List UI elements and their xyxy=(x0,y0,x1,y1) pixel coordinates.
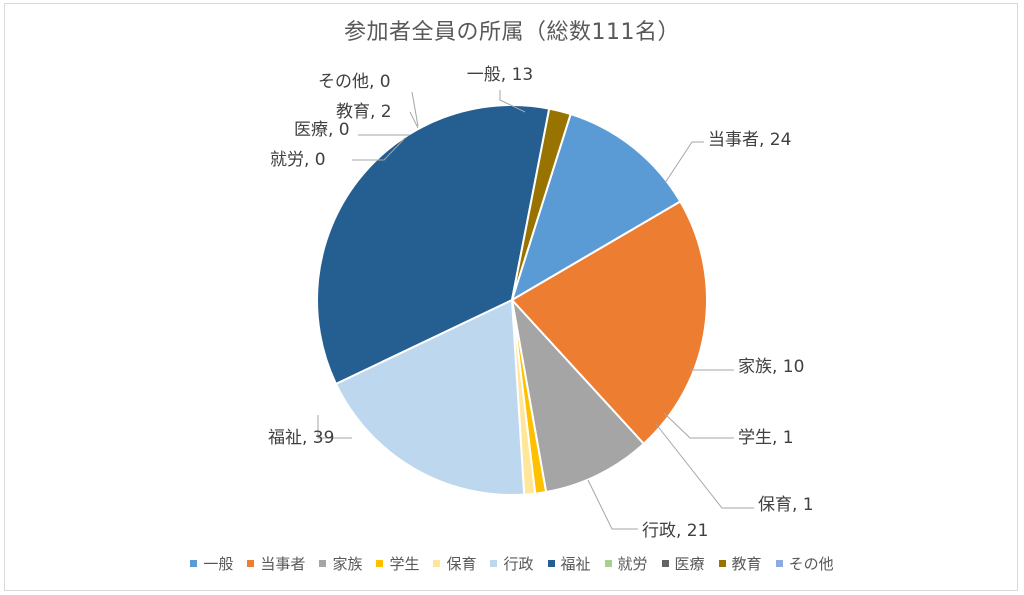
legend-item-保育: 保育 xyxy=(433,553,476,574)
legend-label: 医療 xyxy=(674,555,705,573)
data-label-家族: 家族, 10 xyxy=(738,357,804,377)
chart-legend: 一般 当事者 家族 学生 保育 行政 福祉 就労 医療 教育 その他 xyxy=(0,553,1024,574)
pie-slice-教育 xyxy=(511,107,572,301)
pie-slice-家族 xyxy=(510,296,646,494)
data-label-当事者: 当事者, 24 xyxy=(708,130,791,150)
legend-swatch xyxy=(718,560,726,567)
legend-item-一般: 一般 xyxy=(190,553,233,574)
legend-item-医療: 医療 xyxy=(661,553,705,574)
leader-line-就労 xyxy=(352,137,406,161)
legend-item-行政: 行政 xyxy=(490,553,534,574)
data-label-教育: 教育, 2 xyxy=(336,102,392,122)
leader-line-当事者 xyxy=(664,141,704,184)
legend-label: 就労 xyxy=(617,555,648,573)
legend-item-福祉: 福祉 xyxy=(547,553,591,574)
legend-swatch xyxy=(775,560,783,567)
legend-swatch xyxy=(604,560,612,567)
legend-label: 当事者 xyxy=(260,555,306,573)
leader-line-一般 xyxy=(499,90,526,113)
legend-label: 教育 xyxy=(731,555,762,573)
leader-line-福祉 xyxy=(317,415,352,439)
legend-label: 家族 xyxy=(332,555,363,573)
leader-line-教育 xyxy=(409,111,419,129)
data-label-その他: その他, 0 xyxy=(318,72,391,92)
legend-label: 一般 xyxy=(203,555,234,573)
data-label-学生: 学生, 1 xyxy=(738,428,794,448)
data-label-福祉: 福祉, 39 xyxy=(268,428,334,448)
legend-item-学生: 学生 xyxy=(376,553,419,574)
leader-line-行政 xyxy=(587,479,638,530)
legend-item-当事者: 当事者 xyxy=(247,553,305,574)
chart-title: 参加者全員の所属（総数111名） xyxy=(344,20,680,45)
legend-label: 行政 xyxy=(503,555,534,573)
data-label-医療: 医療, 0 xyxy=(294,120,350,140)
pie-slice-当事者 xyxy=(510,200,708,446)
legend-swatch xyxy=(190,560,198,567)
legend-swatch xyxy=(247,560,255,567)
legend-swatch xyxy=(433,560,441,567)
legend-label: 学生 xyxy=(389,555,420,573)
pie-slice-一般 xyxy=(510,112,682,303)
legend-swatch xyxy=(319,560,327,567)
legend-swatch xyxy=(661,560,669,567)
legend-item-その他: その他 xyxy=(775,553,834,574)
legend-label: その他 xyxy=(788,555,834,573)
data-label-就労: 就労, 0 xyxy=(270,150,326,170)
data-label-保育: 保育, 1 xyxy=(758,495,814,515)
legend-swatch xyxy=(376,560,384,567)
pie-slice-福祉 xyxy=(316,104,551,386)
leader-line-その他 xyxy=(411,91,419,127)
legend-label: 保育 xyxy=(446,555,477,573)
legend-swatch xyxy=(490,560,498,567)
legend-swatch xyxy=(547,560,555,567)
legend-item-就労: 就労 xyxy=(604,553,648,574)
leader-line-学生 xyxy=(663,412,734,439)
leader-line-保育 xyxy=(655,423,754,509)
pie-slice-行政 xyxy=(334,298,526,496)
legend-label: 福祉 xyxy=(560,555,591,573)
data-label-行政: 行政, 21 xyxy=(642,521,708,541)
legend-item-教育: 教育 xyxy=(718,553,762,574)
data-label-一般: 一般, 13 xyxy=(467,65,533,85)
legend-item-家族: 家族 xyxy=(319,553,362,574)
